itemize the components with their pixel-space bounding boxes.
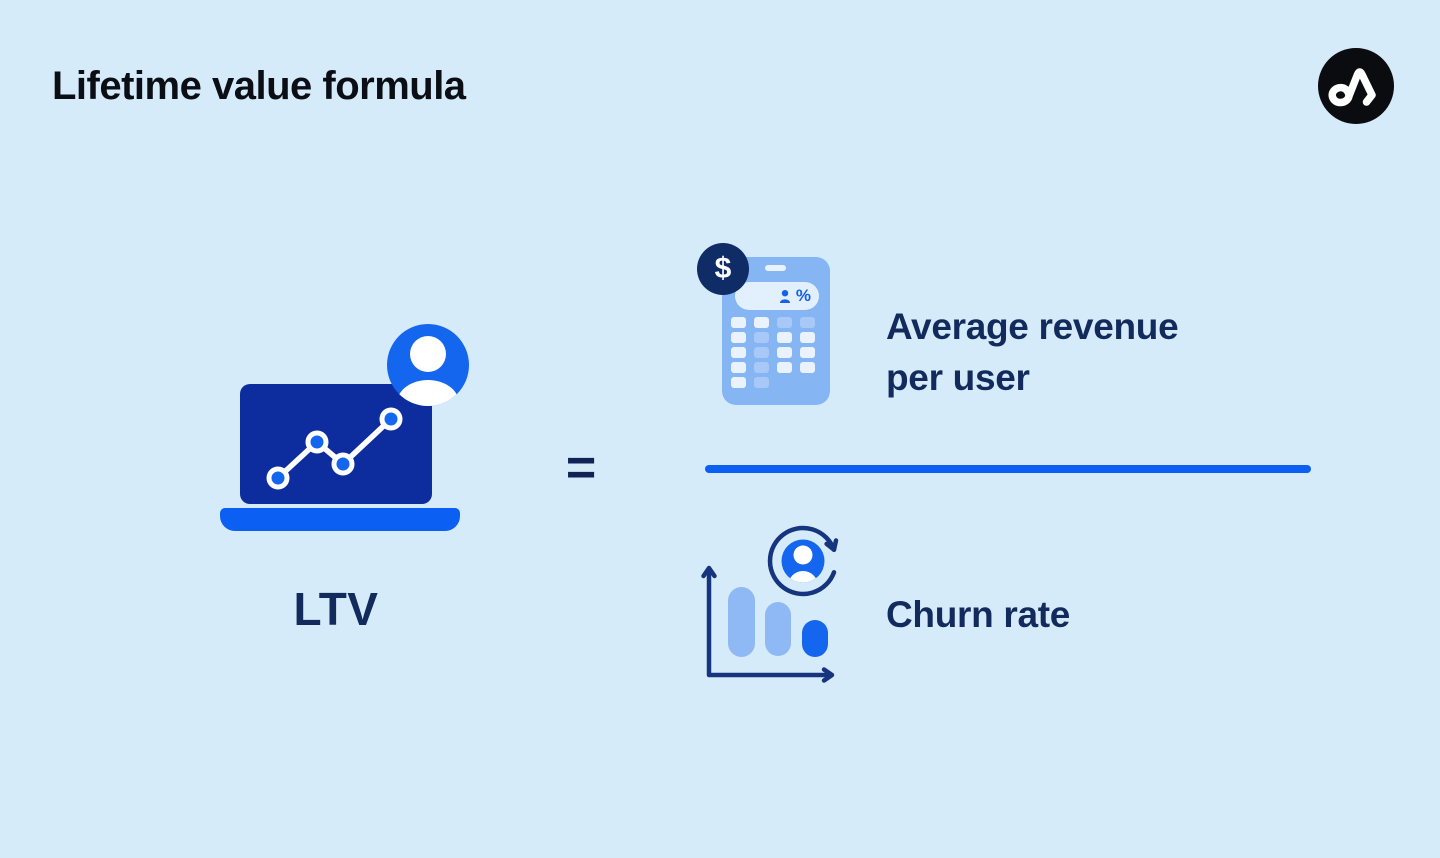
calculator-key <box>731 377 746 388</box>
refresh-arrowhead <box>824 538 839 552</box>
calculator-key <box>731 332 746 343</box>
calculator-key <box>800 347 815 358</box>
calculator-key <box>800 332 815 343</box>
calculator-key <box>800 317 815 328</box>
churn-bar-chart-icon <box>701 525 839 683</box>
calculator-key <box>731 362 746 373</box>
x-axis-arrow <box>821 667 835 683</box>
calculator-key <box>754 317 769 328</box>
calculator-key <box>731 317 746 328</box>
ltv-label: LTV <box>293 583 379 635</box>
calculator-key <box>754 347 769 358</box>
denominator-label: Churn rate <box>886 594 1071 635</box>
adjust-logo-icon <box>1318 48 1394 124</box>
refresh-arrow-icon <box>767 525 837 597</box>
calculator-keypad <box>731 317 815 388</box>
calculator-key <box>754 377 769 388</box>
calculator-key <box>777 332 792 343</box>
dollar-badge-icon: $ <box>697 243 749 295</box>
avatar-head <box>410 336 446 372</box>
bar-3 <box>802 620 828 657</box>
numerator-label-line2: per user <box>886 357 1030 398</box>
calculator-key <box>754 332 769 343</box>
calculator-display: % <box>735 282 819 310</box>
growth-line-chart-icon <box>266 407 403 490</box>
calculator-key <box>777 362 792 373</box>
calculator-key <box>777 347 792 358</box>
calculator-key <box>800 362 815 373</box>
dollar-symbol: $ <box>714 252 732 285</box>
avatar-shoulders <box>397 380 459 406</box>
numerator-label: Average revenue per user <box>886 301 1179 403</box>
fraction-divider <box>705 465 1311 473</box>
numerator-label-line1: Average revenue <box>886 306 1179 347</box>
calculator-key <box>731 347 746 358</box>
user-icon <box>779 289 790 303</box>
churn-avatar-head <box>793 545 813 565</box>
calculator-speaker-slot <box>765 265 786 271</box>
user-avatar-icon <box>387 324 469 406</box>
chart-axes <box>706 568 832 678</box>
churn-avatar-shoulders <box>788 571 818 583</box>
page-title: Lifetime value formula <box>52 64 466 108</box>
calculator-key <box>754 362 769 373</box>
laptop-base <box>220 508 460 531</box>
calculator-key <box>777 317 792 328</box>
bar-1 <box>728 587 755 657</box>
equals-sign: = <box>565 439 597 497</box>
adjust-logo <box>1318 48 1394 124</box>
y-axis-arrow <box>701 565 717 579</box>
percent-symbol: % <box>795 286 811 305</box>
bar-2 <box>765 602 791 656</box>
